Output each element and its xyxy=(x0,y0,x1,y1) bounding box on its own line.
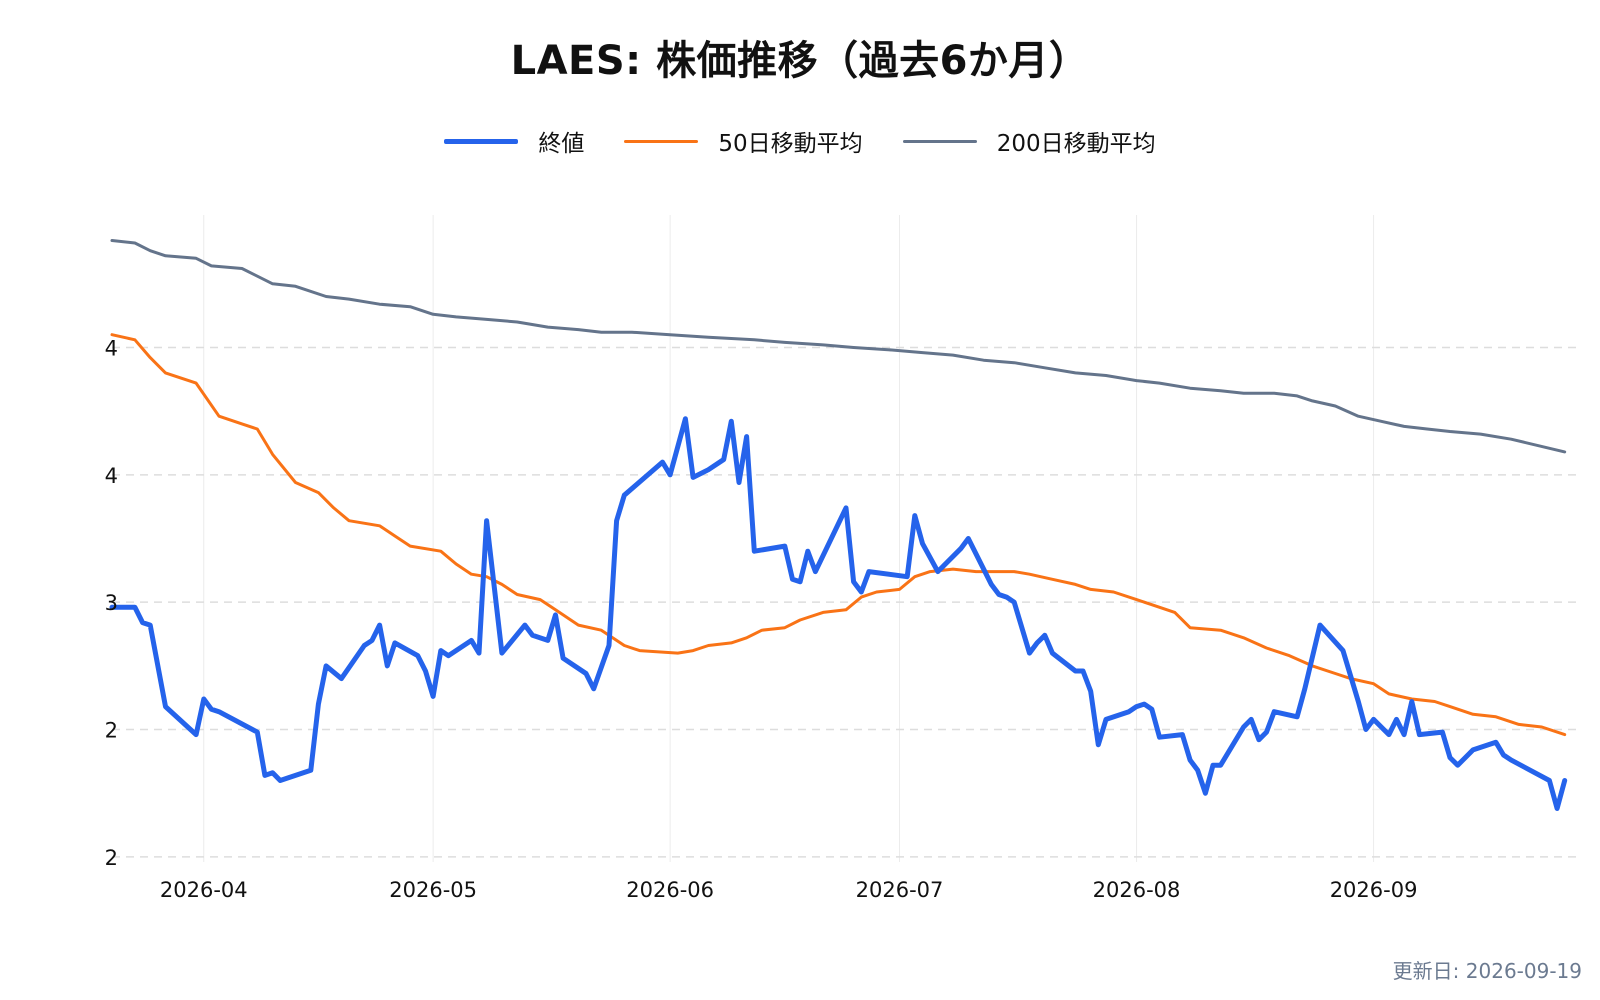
legend-swatch-ma200 xyxy=(902,139,977,143)
y-tick-label: 2 xyxy=(105,846,118,870)
y-tick-label: 4 xyxy=(105,464,118,488)
y-tick-label: 2 xyxy=(105,719,118,743)
chart-legend: 終値 50日移動平均 200日移動平均 xyxy=(0,124,1600,158)
x-tick-label: 2026-09 xyxy=(1330,878,1418,902)
legend-label-ma50: 50日移動平均 xyxy=(718,131,863,157)
x-tick-label: 2026-06 xyxy=(626,878,714,902)
x-tick-label: 2026-07 xyxy=(856,878,944,902)
legend-item-close[interactable]: 終値 xyxy=(444,124,584,158)
ma50-line[interactable] xyxy=(110,333,1567,737)
legend-swatch-close xyxy=(444,138,519,144)
close-price-line[interactable] xyxy=(109,416,1568,811)
legend-label-close: 終値 xyxy=(538,131,585,157)
legend-item-ma50[interactable]: 50日移動平均 xyxy=(624,124,863,158)
axis-layer: 2026-04 2026-05 2026-06 2026-07 2026-08 2026-… xyxy=(105,336,1418,902)
updated-date: 更新日: 2026-09-19 xyxy=(1392,959,1582,983)
x-tick-label: 2026-08 xyxy=(1093,878,1181,902)
y-tick-label: 4 xyxy=(105,336,118,360)
ma200-line[interactable] xyxy=(110,239,1567,454)
x-tick-label: 2026-04 xyxy=(160,878,248,902)
x-tick-label: 2026-05 xyxy=(389,878,477,902)
legend-label-ma200: 200日移動平均 xyxy=(996,131,1156,157)
chart-title: LAES: 株価推移（過去6か月） xyxy=(510,38,1090,84)
y-tick-label: 3 xyxy=(105,591,118,615)
legend-item-ma200[interactable]: 200日移動平均 xyxy=(902,124,1156,158)
legend-swatch-ma50 xyxy=(624,139,699,143)
grid-layer xyxy=(112,215,1580,862)
series-layer xyxy=(109,239,1568,811)
